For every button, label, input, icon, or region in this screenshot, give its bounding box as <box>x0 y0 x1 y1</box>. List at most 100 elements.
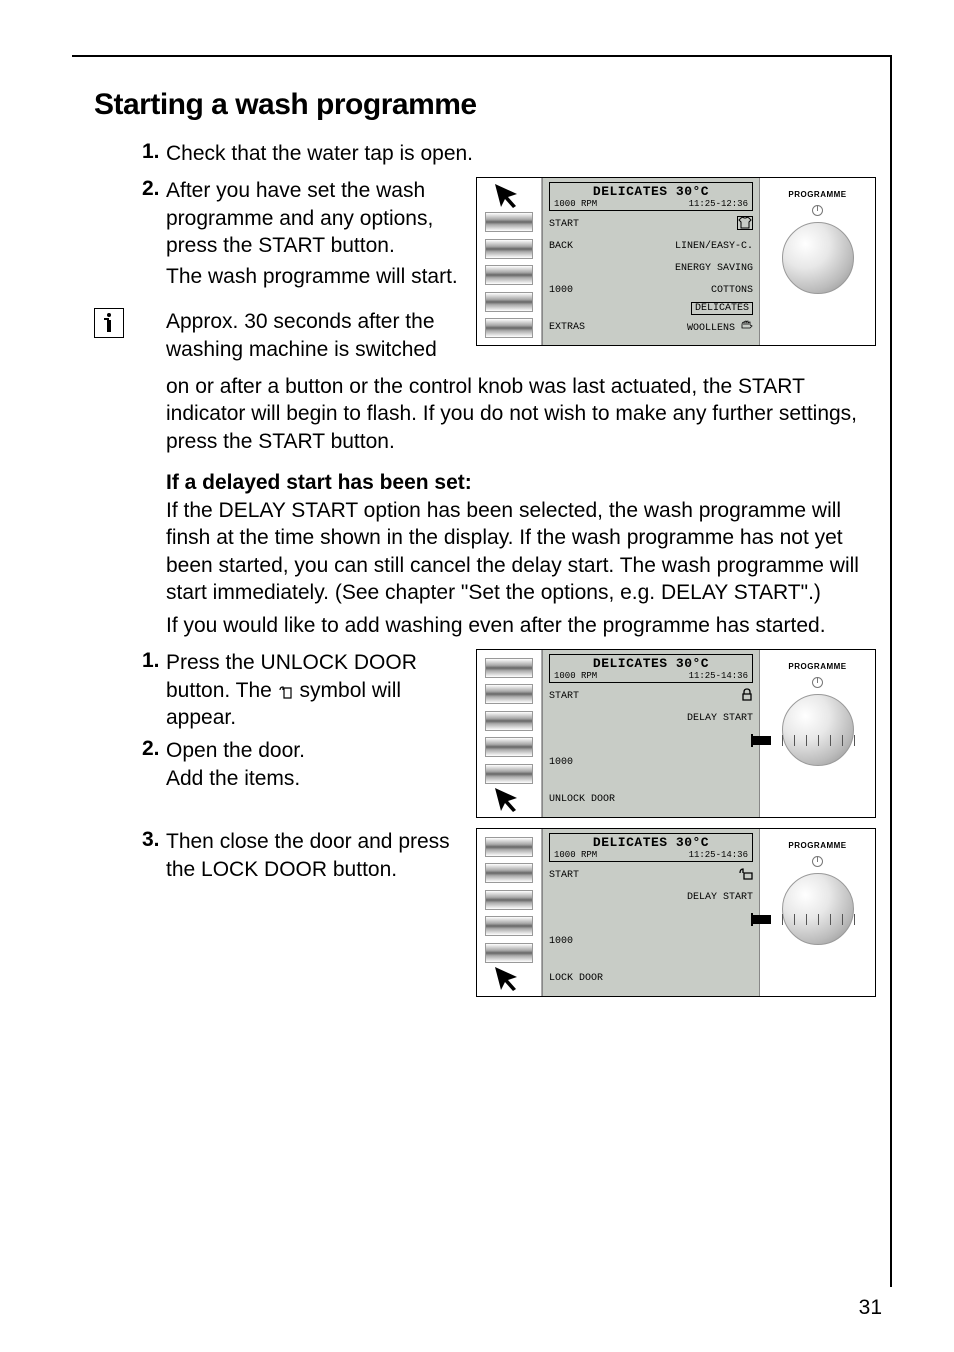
delayed-heading: If a delayed start has been set: <box>166 471 876 495</box>
panel-knob-area: PROGRAMME <box>760 650 875 817</box>
step-2: 2. After you have set the wash programme… <box>142 177 462 290</box>
step-text: Check that the water tap is open. <box>166 140 473 167</box>
lcd-title: DELICATES 30°C <box>554 184 748 199</box>
panel-knob-area: PROGRAMME <box>760 829 875 996</box>
power-icon <box>812 856 823 867</box>
lcd-unlock: UNLOCK DOOR <box>549 794 615 805</box>
lcd-start: START <box>549 691 579 702</box>
lcd-title: DELICATES 30°C <box>554 656 748 671</box>
info-icon <box>94 308 124 338</box>
lcd-header: DELICATES 30°C 1000 RPM 11:25-12:36 <box>549 182 753 211</box>
lcd-opt-selected: DELICATES <box>691 302 753 315</box>
panel-button <box>485 943 533 963</box>
hand-icon <box>741 320 753 330</box>
step-b1: 1. Press the UNLOCK DOOR button. The sym… <box>142 649 462 731</box>
page-content: Starting a wash programme 1. Check that … <box>84 60 884 997</box>
knob-label: PROGRAMME <box>788 190 846 199</box>
lcd-time: 11:25-14:36 <box>689 671 748 681</box>
step-b2: 2. Open the door. Add the items. <box>142 737 462 792</box>
power-icon <box>812 677 823 688</box>
lcd-opt: LINEN/EASY-C. <box>675 241 753 252</box>
panel-buttons <box>477 650 542 817</box>
panel-button <box>485 863 533 883</box>
control-panel-3: DELICATES 30°C 1000 RPM 11:25-14:36 STAR… <box>476 828 876 997</box>
programme-knob <box>782 694 854 766</box>
control-panel-1: DELICATES 30°C 1000 RPM 11:25-12:36 STAR… <box>476 177 876 346</box>
panel-button <box>485 737 533 757</box>
step-number: 2. <box>142 737 166 792</box>
lcd-spin: 1000 <box>549 285 573 296</box>
programme-knob <box>782 873 854 945</box>
panel-buttons <box>477 829 542 996</box>
step-text: Add the items. <box>166 765 305 792</box>
lcd-extras: EXTRAS <box>549 322 585 333</box>
lock-open-icon <box>739 867 753 880</box>
step-b3: 3. Then close the door and press the LOC… <box>142 828 462 883</box>
delayed-p2: If you would like to add washing even af… <box>166 612 876 639</box>
lcd-opt: DELAY START <box>687 892 753 903</box>
step-text: Open the door. <box>166 737 305 764</box>
panel-button <box>485 890 533 910</box>
lcd-lock: LOCK DOOR <box>549 973 603 984</box>
panel-button <box>485 711 533 731</box>
step-text: Press the UNLOCK DOOR button. The symbol… <box>166 649 462 731</box>
panel-button <box>485 658 533 678</box>
panel-button <box>485 212 533 232</box>
lcd-display: DELICATES 30°C 1000 RPM 11:25-14:36 STAR… <box>542 829 760 996</box>
lcd-opt: DELAY START <box>687 713 753 724</box>
arrow-icon <box>492 964 526 994</box>
knob-label: PROGRAMME <box>788 841 846 850</box>
step-number: 3. <box>142 828 166 883</box>
lcd-opt: COTTONS <box>711 285 753 296</box>
lcd-display: DELICATES 30°C 1000 RPM 11:25-14:36 STAR… <box>542 650 760 817</box>
lcd-spin: 1000 <box>549 757 573 768</box>
step-text: Then close the door and press the LOCK D… <box>166 828 462 883</box>
lcd-start: START <box>549 870 579 881</box>
panel-button <box>485 239 533 259</box>
lcd-start: START <box>549 219 579 230</box>
panel-button <box>485 916 533 936</box>
step-1: 1. Check that the water tap is open. <box>142 140 876 167</box>
step-text: The wash programme will start. <box>166 263 462 290</box>
lcd-time: 11:25-14:36 <box>689 850 748 860</box>
lcd-back: BACK <box>549 241 573 252</box>
panel-button <box>485 318 533 338</box>
panel-knob-area: PROGRAMME <box>760 178 875 345</box>
tshirt-icon <box>737 216 753 230</box>
door-open-icon <box>278 680 294 707</box>
lcd-opt: WOOLLENS <box>687 323 735 334</box>
page-title: Starting a wash programme <box>94 88 876 122</box>
control-panel-2: DELICATES 30°C 1000 RPM 11:25-14:36 STAR… <box>476 649 876 818</box>
lcd-time: 11:25-12:36 <box>689 199 748 209</box>
lcd-header: DELICATES 30°C 1000 RPM 11:25-14:36 <box>549 654 753 683</box>
lock-closed-icon <box>741 688 753 701</box>
arrow-icon <box>492 181 526 211</box>
progress-bar <box>751 734 753 747</box>
lcd-spin: 1000 <box>549 936 573 947</box>
step-number: 1. <box>142 140 166 167</box>
step-2-row: 2. After you have set the wash programme… <box>142 177 876 363</box>
power-icon <box>812 205 823 216</box>
step-text: After you have set the wash programme an… <box>166 177 462 259</box>
knob-label: PROGRAMME <box>788 662 846 671</box>
panel-button <box>485 265 533 285</box>
step-number: 2. <box>142 177 166 290</box>
info-paragraph: on or after a button or the control knob… <box>166 373 876 455</box>
lcd-header: DELICATES 30°C 1000 RPM 11:25-14:36 <box>549 833 753 862</box>
lcd-title: DELICATES 30°C <box>554 835 748 850</box>
arrow-icon <box>492 785 526 815</box>
lcd-opt: ENERGY SAVING <box>675 263 753 274</box>
panel-button <box>485 292 533 312</box>
lcd-rpm: 1000 RPM <box>554 850 597 860</box>
page-number: 31 <box>859 1296 882 1320</box>
step-number: 1. <box>142 649 166 731</box>
progress-bar <box>751 913 753 926</box>
lcd-rpm: 1000 RPM <box>554 671 597 681</box>
info-lead: Approx. 30 seconds after the washing mac… <box>166 308 462 363</box>
delayed-p1: If the DELAY START option has been selec… <box>166 497 876 606</box>
lcd-rpm: 1000 RPM <box>554 199 597 209</box>
panel-button <box>485 837 533 857</box>
programme-knob <box>782 222 854 294</box>
panel-button <box>485 684 533 704</box>
lcd-display: DELICATES 30°C 1000 RPM 11:25-12:36 STAR… <box>542 178 760 345</box>
